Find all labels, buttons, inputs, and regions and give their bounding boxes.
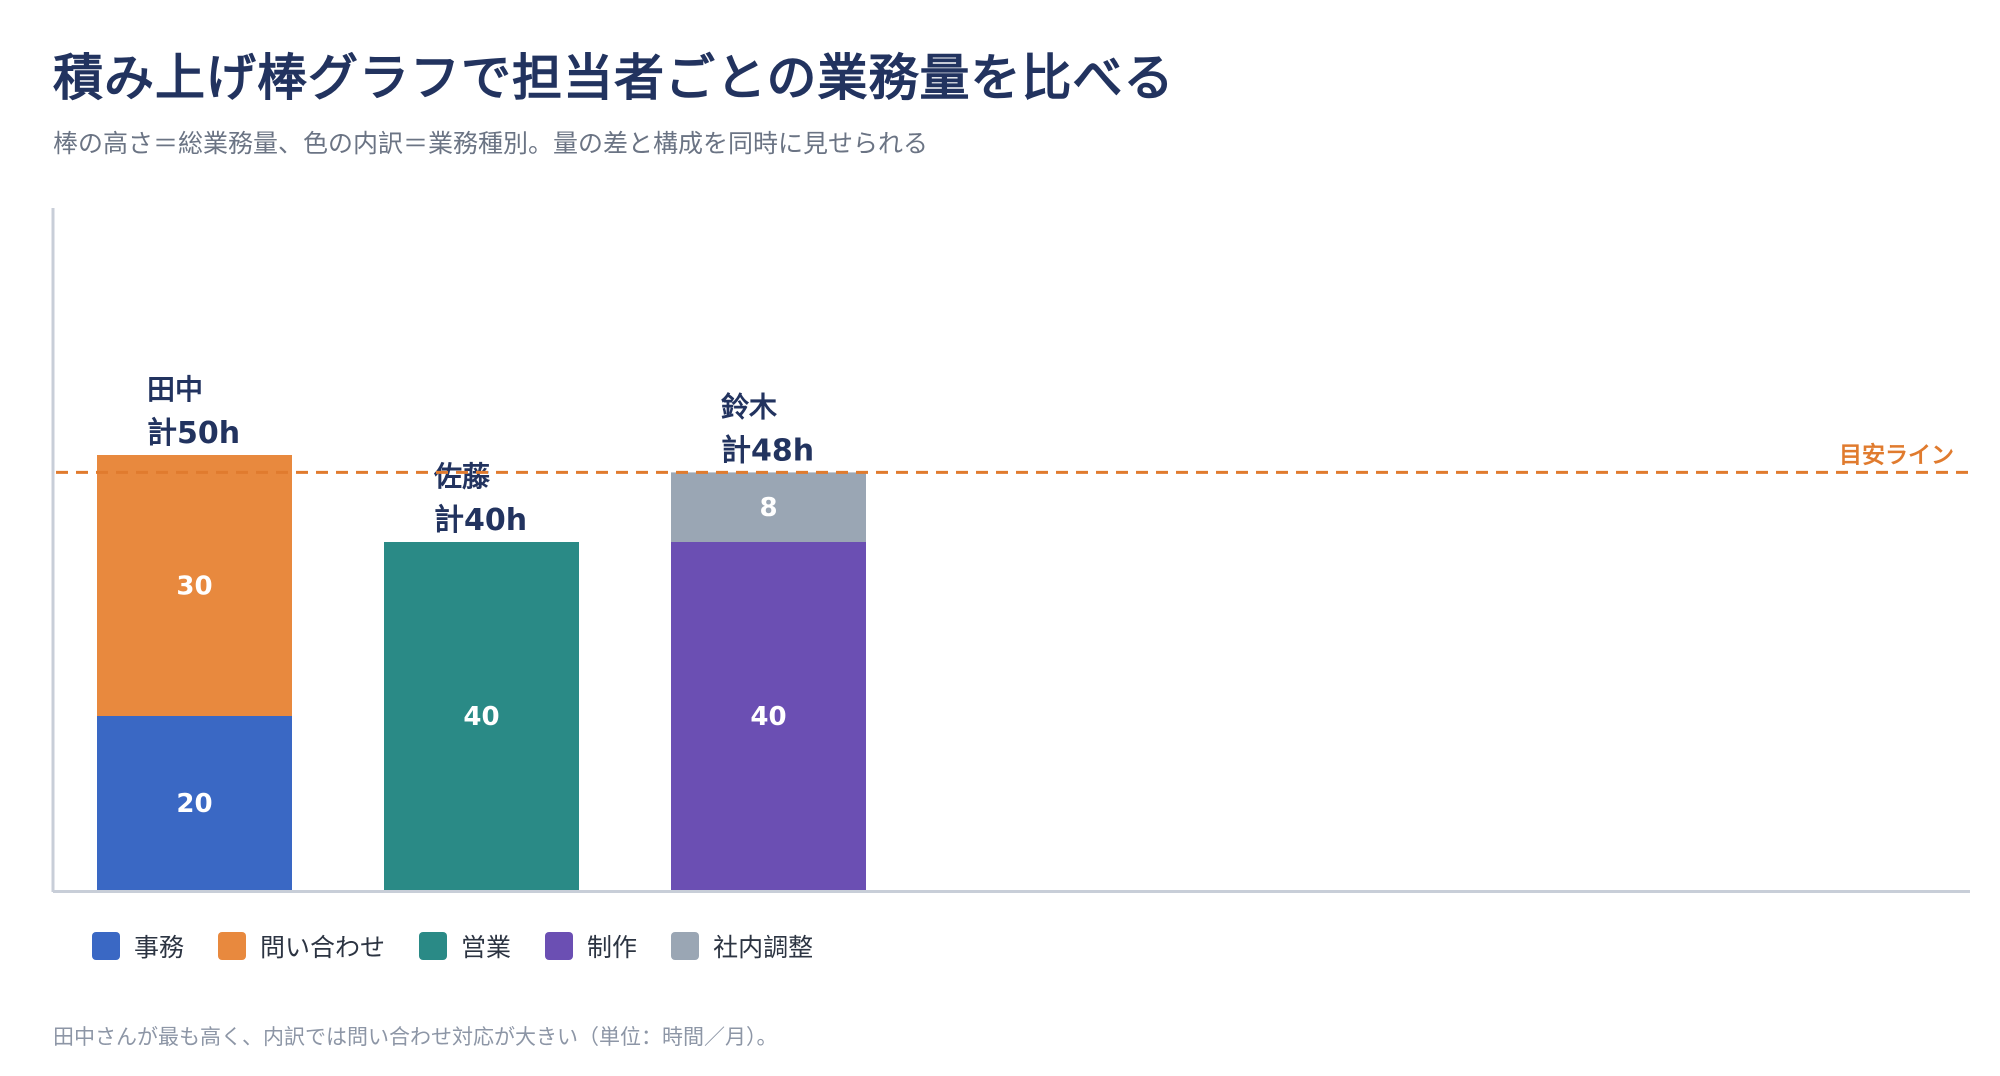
- segment-value-label: 40: [750, 702, 786, 732]
- segment-value-label: 20: [176, 789, 212, 819]
- legend-item: 社内調整: [671, 928, 813, 964]
- segment-value-label: 40: [463, 702, 499, 732]
- legend-label: 制作: [587, 933, 638, 962]
- legend-item: 制作: [545, 928, 637, 964]
- legend-swatch: [545, 932, 574, 960]
- category-name-label: 佐藤: [433, 460, 491, 493]
- chart-subtitle: 棒の高さ＝総業務量、色の内訳＝業務種別。量の差と構成を同時に見せられる: [53, 129, 929, 158]
- chart-footnote: 田中さんが最も高く、内訳では問い合わせ対応が大きい（単位：時間／月）。: [53, 1025, 778, 1049]
- legend-label: 事務: [134, 933, 185, 962]
- category-name-label: 鈴木: [721, 390, 777, 423]
- segment-value-label: 8: [759, 493, 777, 523]
- legend-swatch: [92, 932, 120, 960]
- legend-label: 社内調整: [713, 933, 814, 962]
- legend-item: 事務: [92, 928, 184, 964]
- legend-swatch: [218, 932, 247, 960]
- segment-value-label: 30: [176, 572, 212, 602]
- legend-swatch: [419, 932, 448, 960]
- chart-legend: 事務 問い合わせ 営業 制作 社内調整: [92, 928, 847, 964]
- legend-item: 営業: [419, 928, 511, 964]
- category-total-label: 計40h: [434, 503, 527, 538]
- bar-segment: [97, 455, 292, 716]
- chart-title: 積み上げ棒グラフで担当者ごとの業務量を比べる: [53, 49, 1175, 107]
- bar-segment: [384, 542, 579, 890]
- bar-segment: [97, 716, 292, 890]
- legend-label: 問い合わせ: [260, 933, 386, 962]
- bar-segment: [671, 542, 866, 890]
- bar-segment: [671, 472, 866, 542]
- legend-label: 営業: [461, 933, 512, 962]
- category-total-label: 計50h: [147, 416, 240, 451]
- legend-swatch: [671, 932, 700, 960]
- reference-line-label: 目安ライン: [1839, 441, 1954, 468]
- category-name-label: 田中: [147, 373, 203, 406]
- legend-item: 問い合わせ: [218, 928, 385, 964]
- category-total-label: 計48h: [721, 433, 814, 468]
